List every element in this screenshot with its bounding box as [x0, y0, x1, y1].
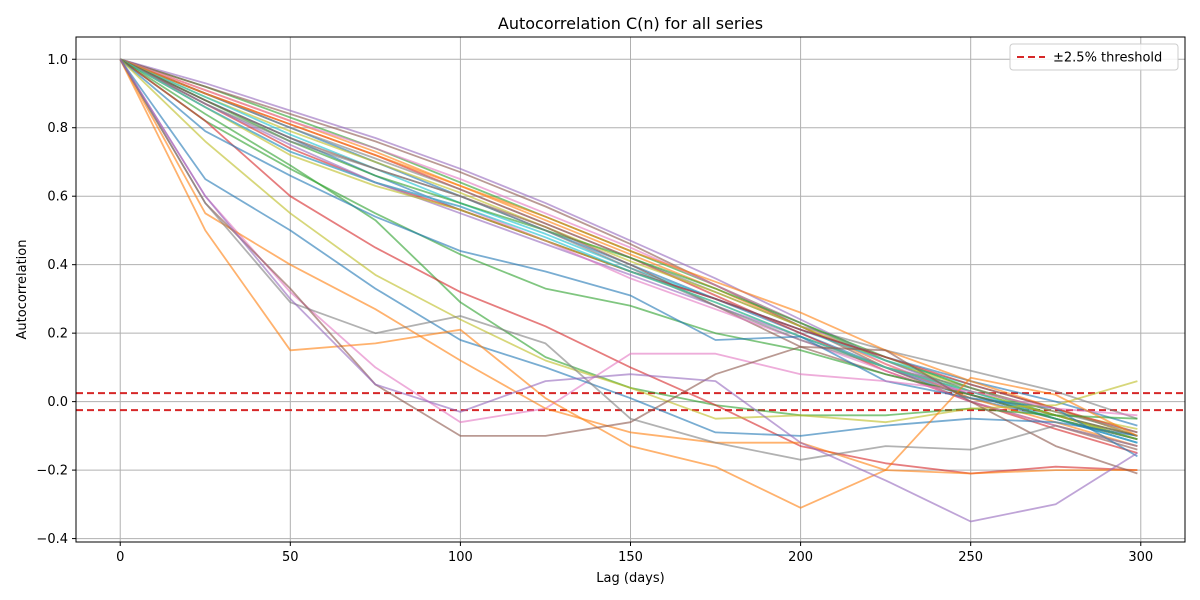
series-line-31: [119, 58, 1138, 461]
x-axis-ticks: 0 50 100 150 200 250 300: [116, 542, 1153, 565]
y-tick-label: 0.8: [47, 121, 68, 136]
series-lines: [119, 58, 1138, 523]
x-axis-label: Lag (days): [596, 571, 664, 586]
y-tick-label: 1.0: [47, 53, 68, 68]
x-tick-label: 150: [618, 550, 643, 565]
series-line-30: [119, 58, 1138, 475]
legend-threshold-label: ±2.5% threshold: [1053, 51, 1162, 66]
chart-title: Autocorrelation C(n) for all series: [498, 14, 763, 33]
legend: ±2.5% threshold: [1009, 43, 1179, 71]
x-tick-label: 300: [1128, 550, 1153, 565]
y-tick-label: 0.4: [47, 258, 68, 273]
series-line-28: [119, 58, 1138, 475]
y-axis-ticks: −0.4 −0.2 0.0 0.2 0.4 0.6 0.8 1.0: [36, 53, 76, 547]
series-line-12: [119, 58, 1138, 437]
y-tick-label: 0.2: [47, 327, 68, 342]
series-line-32: [119, 58, 1138, 523]
x-tick-label: 250: [958, 550, 983, 565]
x-tick-label: 0: [116, 550, 124, 565]
x-tick-label: 50: [282, 550, 299, 565]
series-line-29: [119, 58, 1138, 509]
series-line-24: [119, 58, 1138, 458]
y-tick-label: 0.0: [47, 395, 68, 410]
y-tick-label: 0.6: [47, 190, 68, 205]
legend-box: [1009, 43, 1179, 71]
x-tick-label: 100: [448, 550, 473, 565]
series-line-26: [119, 58, 1138, 424]
y-tick-label: −0.4: [36, 532, 68, 547]
y-axis-label: Autocorrelation: [15, 240, 30, 340]
series-line-27: [119, 58, 1138, 437]
y-tick-label: −0.2: [36, 464, 68, 479]
series-line-18: [119, 58, 1138, 434]
series-line-21: [119, 58, 1138, 441]
x-tick-label: 200: [788, 550, 813, 565]
series-line-25: [119, 58, 1138, 424]
